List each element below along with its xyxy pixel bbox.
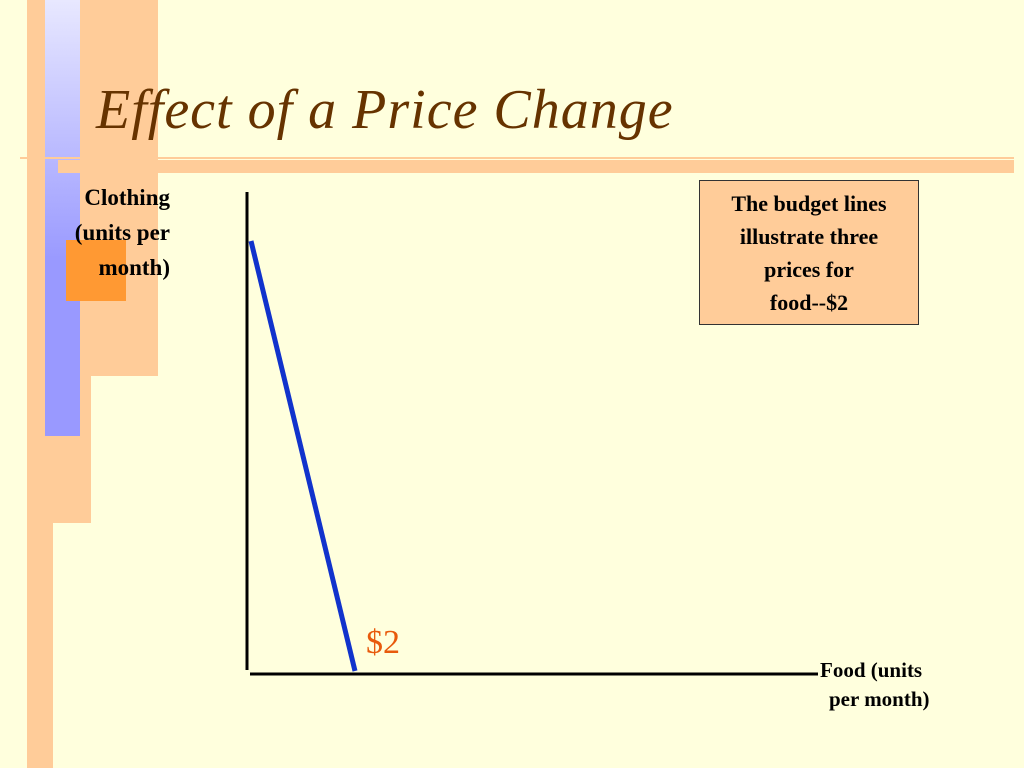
series-label-2: $2 [366,624,400,661]
deco-square-orange [66,240,126,301]
note-line: illustrate three [739,224,879,249]
x-axis-label-line: per month) [829,687,930,711]
x-axis-label-line: Food (units [820,658,923,682]
y-axis-label-line: month) [98,255,170,280]
note-line: The budget lines [731,191,887,216]
y-axis-label-line: (units per [74,220,170,245]
y-axis-label: Clothing (units per month) [75,180,170,285]
x-axis-label: Food (units per month) [820,656,930,714]
slide-title: Effect of a Price Change [96,79,674,141]
title-rule-thick [58,160,1014,173]
note-line: food--$2 [769,290,849,315]
budget-line-2 [248,240,358,672]
note-box: The budget lines illustrate three prices… [699,180,919,325]
deco-bar-blue [45,0,80,436]
note-line: prices for [764,257,854,282]
y-axis-label-line: Clothing [84,185,170,210]
title-rule-thin [20,157,1014,159]
